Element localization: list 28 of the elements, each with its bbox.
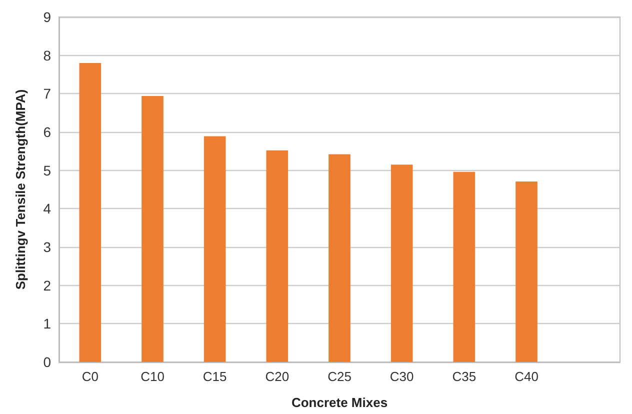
bar xyxy=(79,63,102,362)
bar xyxy=(453,172,476,362)
x-axis-title: Concrete Mixes xyxy=(291,395,388,410)
bar xyxy=(328,154,350,362)
y-tick-label: 4 xyxy=(43,200,52,217)
y-tick-label: 6 xyxy=(43,124,52,140)
y-tick-label: 8 xyxy=(43,47,52,64)
bar xyxy=(266,150,288,362)
x-tick-label: C40 xyxy=(514,369,538,384)
x-tick-label: C15 xyxy=(202,369,227,384)
bar xyxy=(142,96,164,362)
y-tick-label: 7 xyxy=(43,86,52,102)
y-tick-label: 2 xyxy=(43,277,52,294)
y-tick-label: 9 xyxy=(43,9,52,25)
bar xyxy=(516,181,538,362)
x-tick-label: C35 xyxy=(452,369,476,384)
x-tick-label: C25 xyxy=(328,369,352,384)
y-tick-label: 5 xyxy=(43,162,52,178)
bar xyxy=(204,136,226,362)
y-tick-label: 3 xyxy=(43,239,52,255)
bar xyxy=(390,164,413,362)
y-tick-label: 0 xyxy=(43,354,52,370)
x-tick-label: C10 xyxy=(140,369,164,384)
y-axis-title: Splittingv Tensile Strength(MPA) xyxy=(13,89,28,290)
x-tick-label: C20 xyxy=(265,369,290,384)
y-tick-label: 1 xyxy=(43,316,52,332)
x-tick-label: C0 xyxy=(82,369,98,384)
x-tick-label: C30 xyxy=(390,369,414,384)
